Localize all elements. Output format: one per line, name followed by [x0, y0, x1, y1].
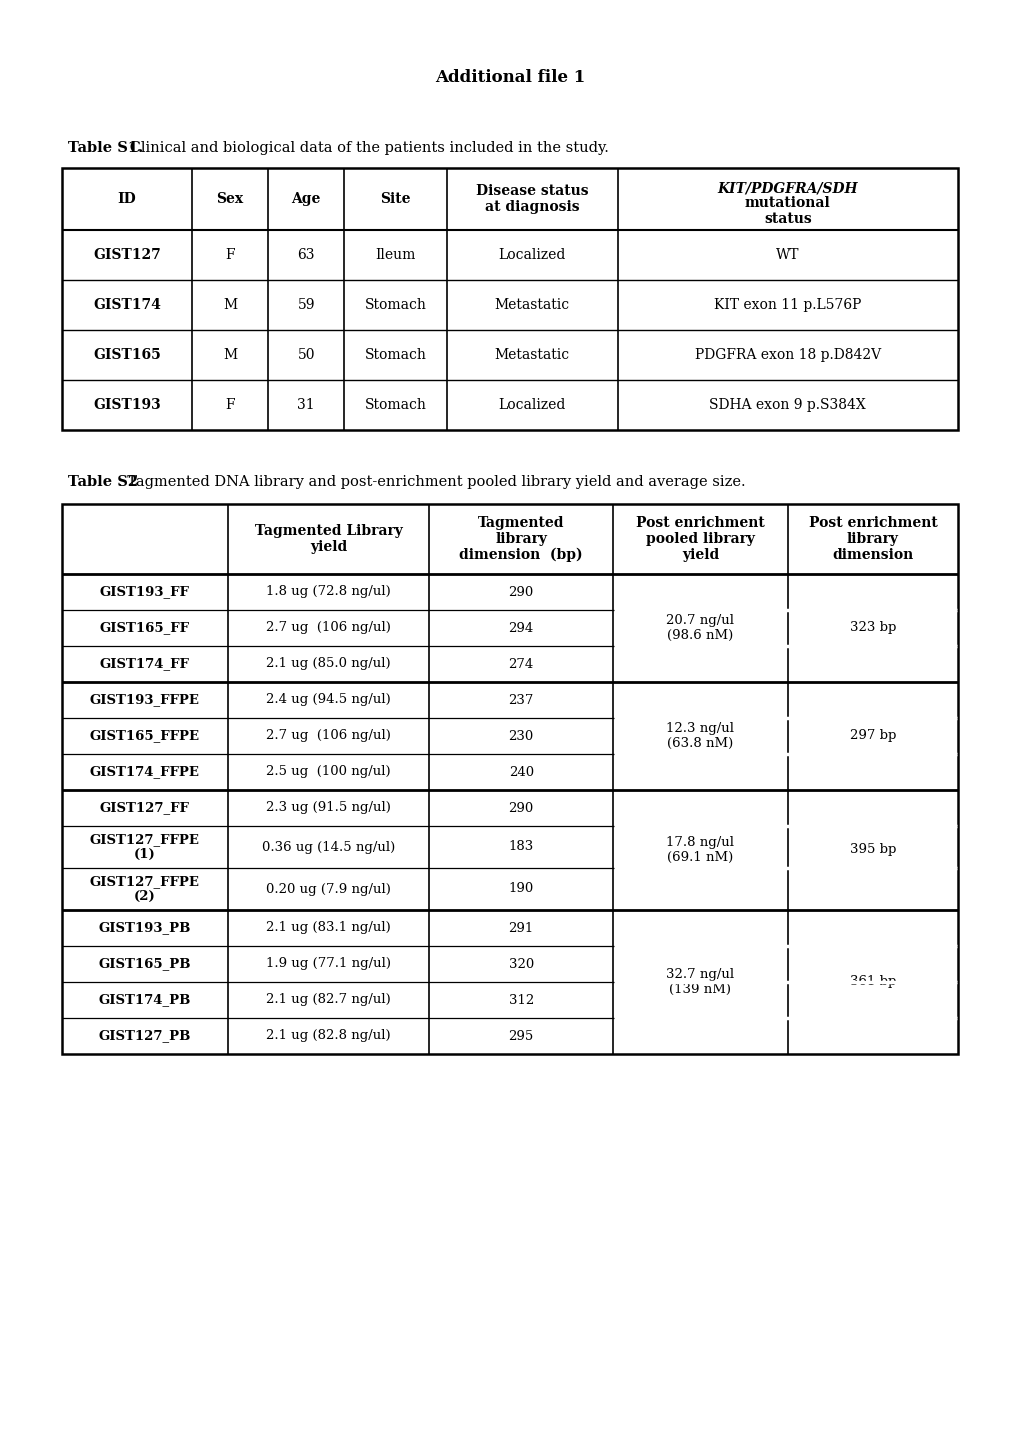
Text: Stomach: Stomach — [365, 398, 426, 413]
Text: 2.1 ug (82.7 ng/ul): 2.1 ug (82.7 ng/ul) — [266, 993, 390, 1007]
Text: Ileum: Ileum — [375, 248, 416, 263]
Text: 2.4 ug (94.5 ng/ul): 2.4 ug (94.5 ng/ul) — [266, 694, 390, 707]
Text: Metastatic: Metastatic — [494, 299, 570, 312]
Text: 2.7 ug  (106 ng/ul): 2.7 ug (106 ng/ul) — [266, 730, 390, 743]
Text: 237: 237 — [508, 694, 533, 707]
Text: GIST174_FFPE: GIST174_FFPE — [90, 765, 200, 779]
Text: Table S1.: Table S1. — [68, 141, 143, 154]
Text: KIT/PDGFRA/SDH: KIT/PDGFRA/SDH — [716, 182, 857, 196]
Bar — [62, 504, 957, 1053]
Bar — [62, 167, 957, 430]
Text: 17.8 ng/ul
(69.1 nM): 17.8 ng/ul (69.1 nM) — [665, 835, 734, 864]
Text: GIST174_FF: GIST174_FF — [100, 658, 190, 671]
Text: 361 bp: 361 bp — [849, 975, 895, 988]
Text: WT: WT — [775, 248, 799, 263]
Text: Localized: Localized — [498, 398, 566, 413]
Text: 0.36 ug (14.5 ng/ul): 0.36 ug (14.5 ng/ul) — [262, 840, 394, 853]
Text: GIST165: GIST165 — [93, 348, 161, 362]
Text: GIST174: GIST174 — [93, 299, 161, 312]
Text: Clinical and biological data of the patients included in the study.: Clinical and biological data of the pati… — [125, 141, 608, 154]
Text: GIST193: GIST193 — [93, 398, 161, 413]
Text: GIST127_FFPE
(2): GIST127_FFPE (2) — [90, 874, 200, 903]
Text: 320: 320 — [508, 958, 533, 971]
Text: 1.8 ug (72.8 ng/ul): 1.8 ug (72.8 ng/ul) — [266, 586, 390, 599]
Text: Tagmented
library
dimension  (bp): Tagmented library dimension (bp) — [459, 515, 583, 563]
Text: 2.1 ug (82.8 ng/ul): 2.1 ug (82.8 ng/ul) — [266, 1029, 390, 1042]
Text: Stomach: Stomach — [365, 348, 426, 362]
Text: F: F — [225, 398, 234, 413]
Text: 0.20 ug (7.9 ng/ul): 0.20 ug (7.9 ng/ul) — [266, 883, 390, 896]
Text: Sex: Sex — [216, 192, 244, 206]
Text: Post enrichment
pooled library
yield: Post enrichment pooled library yield — [636, 515, 764, 563]
Text: 20.7 ng/ul
(98.6 nM): 20.7 ng/ul (98.6 nM) — [665, 615, 734, 642]
Text: 2.7 ug  (106 ng/ul): 2.7 ug (106 ng/ul) — [266, 622, 390, 635]
Text: GIST165_PB: GIST165_PB — [99, 958, 191, 971]
Text: GIST127: GIST127 — [93, 248, 161, 263]
Text: F: F — [225, 248, 234, 263]
Text: GIST127_PB: GIST127_PB — [99, 1029, 191, 1042]
Text: KIT exon 11 p.L576P: KIT exon 11 p.L576P — [713, 299, 861, 312]
Text: 183: 183 — [508, 840, 533, 853]
Text: Localized: Localized — [498, 248, 566, 263]
Text: Tagmented Library
yield: Tagmented Library yield — [255, 524, 403, 554]
Text: 297 bp: 297 bp — [849, 730, 895, 743]
Text: 63: 63 — [298, 248, 315, 263]
Text: GIST165_FF: GIST165_FF — [100, 622, 190, 635]
Text: GIST127_FF: GIST127_FF — [100, 801, 190, 814]
Text: 230: 230 — [508, 730, 533, 743]
Text: 290: 290 — [508, 801, 533, 814]
Text: GIST127_FFPE
(1): GIST127_FFPE (1) — [90, 833, 200, 861]
Text: 2.5 ug  (100 ng/ul): 2.5 ug (100 ng/ul) — [266, 765, 390, 779]
Text: 31: 31 — [298, 398, 315, 413]
Text: 50: 50 — [298, 348, 315, 362]
Text: 240: 240 — [508, 765, 533, 779]
Text: . Tagmented DNA library and post-enrichment pooled library yield and average siz: . Tagmented DNA library and post-enrichm… — [118, 475, 745, 489]
Text: mutational
status: mutational status — [744, 196, 829, 227]
Text: Age: Age — [291, 192, 321, 206]
Text: 1.9 ug (77.1 ng/ul): 1.9 ug (77.1 ng/ul) — [266, 958, 390, 971]
Text: Site: Site — [380, 192, 411, 206]
Text: Disease status
at diagnosis: Disease status at diagnosis — [476, 183, 588, 214]
Text: 59: 59 — [298, 299, 315, 312]
Text: GIST193_FF: GIST193_FF — [100, 586, 190, 599]
Text: 2.3 ug (91.5 ng/ul): 2.3 ug (91.5 ng/ul) — [266, 801, 390, 814]
Text: GIST193_PB: GIST193_PB — [99, 922, 191, 935]
Text: GIST174_PB: GIST174_PB — [99, 993, 191, 1007]
Text: 274: 274 — [508, 658, 533, 671]
Text: 12.3 ng/ul
(63.8 nM): 12.3 ng/ul (63.8 nM) — [665, 722, 734, 750]
Text: Post enrichment
library
dimension: Post enrichment library dimension — [808, 515, 936, 563]
Text: Metastatic: Metastatic — [494, 348, 570, 362]
Text: 291: 291 — [508, 922, 533, 935]
Text: 323 bp: 323 bp — [849, 622, 895, 635]
Text: M: M — [223, 348, 236, 362]
Text: 190: 190 — [508, 883, 533, 896]
Text: M: M — [223, 299, 236, 312]
Text: 295: 295 — [508, 1029, 533, 1042]
Text: 312: 312 — [508, 993, 533, 1007]
Text: Stomach: Stomach — [365, 299, 426, 312]
Text: GIST165_FFPE: GIST165_FFPE — [90, 730, 200, 743]
Text: Additional file 1: Additional file 1 — [434, 69, 585, 87]
Text: ID: ID — [117, 192, 137, 206]
Text: 294: 294 — [508, 622, 533, 635]
Text: 290: 290 — [508, 586, 533, 599]
Text: SDHA exon 9 p.S384X: SDHA exon 9 p.S384X — [708, 398, 865, 413]
Text: GIST193_FFPE: GIST193_FFPE — [90, 694, 200, 707]
Text: PDGFRA exon 18 p.D842V: PDGFRA exon 18 p.D842V — [694, 348, 880, 362]
Text: 395 bp: 395 bp — [849, 844, 895, 857]
Text: 2.1 ug (83.1 ng/ul): 2.1 ug (83.1 ng/ul) — [266, 922, 390, 935]
Text: 32.7 ng/ul
(139 nM): 32.7 ng/ul (139 nM) — [665, 968, 734, 996]
Text: Table S2: Table S2 — [68, 475, 138, 489]
Text: 2.1 ug (85.0 ng/ul): 2.1 ug (85.0 ng/ul) — [266, 658, 390, 671]
